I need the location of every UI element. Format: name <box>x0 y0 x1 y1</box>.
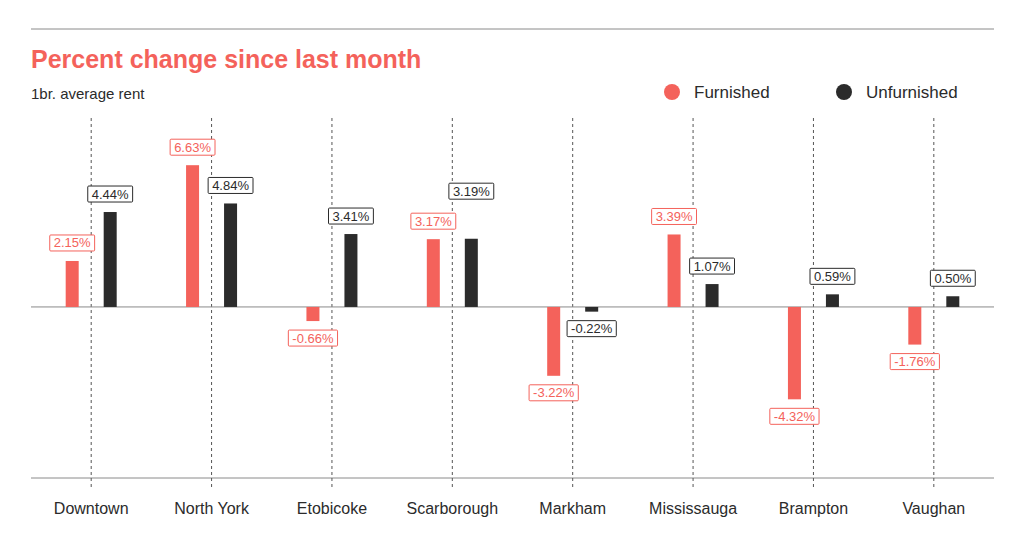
data-label: 1.07% <box>690 258 735 274</box>
data-label-text: 3.17% <box>415 214 452 229</box>
bar <box>465 239 478 307</box>
label-box <box>411 213 456 229</box>
data-label: -4.32% <box>770 408 819 424</box>
grid-line-x <box>933 118 934 490</box>
label-box <box>208 177 253 193</box>
data-label-text: 3.19% <box>453 184 490 199</box>
data-label: -3.22% <box>529 385 578 401</box>
data-label-text: -3.22% <box>533 385 575 400</box>
bar <box>186 165 199 307</box>
bar <box>946 296 959 307</box>
label-box <box>288 330 337 346</box>
data-label: 3.41% <box>329 208 374 224</box>
frame-top <box>31 29 994 30</box>
data-label-text: 4.84% <box>212 178 249 193</box>
bar <box>547 307 560 376</box>
data-label-text: 1.07% <box>694 259 731 274</box>
grid-line-x <box>211 118 212 490</box>
label-box <box>329 208 374 224</box>
category-label: Scarborough <box>407 500 499 517</box>
data-label-text: -4.32% <box>774 409 816 424</box>
data-label: 0.50% <box>930 270 975 286</box>
label-box <box>449 183 494 199</box>
data-label: 3.19% <box>449 183 494 199</box>
label-box <box>770 408 819 424</box>
chart: Percent change since last month 1br. aver… <box>0 0 1024 549</box>
label-box <box>690 258 735 274</box>
data-label: -0.66% <box>288 330 337 346</box>
grid-line-y <box>31 306 994 307</box>
data-labels: 2.15% 6.63% -0.66% 3.17% -3.22% 3.39% -4.32% -1… <box>50 139 976 424</box>
data-label-text: -1.76% <box>894 354 936 369</box>
data-label-text: -0.22% <box>571 321 613 336</box>
bar <box>908 307 921 345</box>
grid-line-x <box>452 118 453 490</box>
bar <box>306 307 319 321</box>
category-label: North York <box>174 500 250 517</box>
grid-line-x <box>693 118 694 490</box>
data-label: 3.39% <box>652 208 697 224</box>
bar <box>104 212 117 307</box>
label-box <box>50 235 95 251</box>
label-box <box>170 139 215 155</box>
data-label: 4.84% <box>208 177 253 193</box>
legend-label: Unfurnished <box>866 83 958 102</box>
bar <box>66 261 79 307</box>
title: Percent change since last month <box>31 45 421 73</box>
data-label: -1.76% <box>890 354 939 370</box>
bar <box>788 307 801 399</box>
category-label: Downtown <box>54 500 129 517</box>
data-label: 6.63% <box>170 139 215 155</box>
label-box <box>88 186 133 202</box>
category-label: Etobicoke <box>297 500 367 517</box>
legend-swatch <box>664 84 680 100</box>
grid-line-x <box>572 118 573 490</box>
data-label-text: 6.63% <box>174 140 211 155</box>
data-label-text: 4.44% <box>92 187 129 202</box>
frame-bottom <box>31 478 994 479</box>
label-box <box>652 208 697 224</box>
data-label-text: 3.41% <box>333 209 370 224</box>
label-box <box>567 321 616 337</box>
data-label: -0.22% <box>567 321 616 337</box>
bar <box>427 239 440 307</box>
category-label: Brampton <box>779 500 848 517</box>
grid-line-x <box>331 118 332 490</box>
bar <box>668 234 681 306</box>
grid-line-x <box>91 118 92 490</box>
data-label-text: 3.39% <box>656 209 693 224</box>
legend-swatch <box>836 84 852 100</box>
data-label: 4.44% <box>88 186 133 202</box>
category-label: Vaughan <box>902 500 965 517</box>
data-label-text: -0.66% <box>292 331 334 346</box>
category-label: Mississauga <box>649 500 737 517</box>
label-box <box>890 354 939 370</box>
data-label-text: 0.50% <box>934 271 971 286</box>
data-label-text: 0.59% <box>814 269 851 284</box>
grid-line-x <box>813 118 814 490</box>
legend-label: Furnished <box>694 83 770 102</box>
bar <box>706 284 719 307</box>
data-label: 3.17% <box>411 213 456 229</box>
label-box <box>930 270 975 286</box>
data-label: 2.15% <box>50 235 95 251</box>
bar <box>585 307 598 312</box>
data-label: 0.59% <box>810 268 855 284</box>
bar <box>224 203 237 306</box>
subtitle: 1br. average rent <box>31 85 145 102</box>
category-label: Markham <box>539 500 606 517</box>
data-label-text: 2.15% <box>54 235 91 250</box>
bar <box>826 294 839 307</box>
bar <box>344 234 357 307</box>
label-box <box>810 268 855 284</box>
bars <box>66 165 960 399</box>
label-box <box>529 385 578 401</box>
